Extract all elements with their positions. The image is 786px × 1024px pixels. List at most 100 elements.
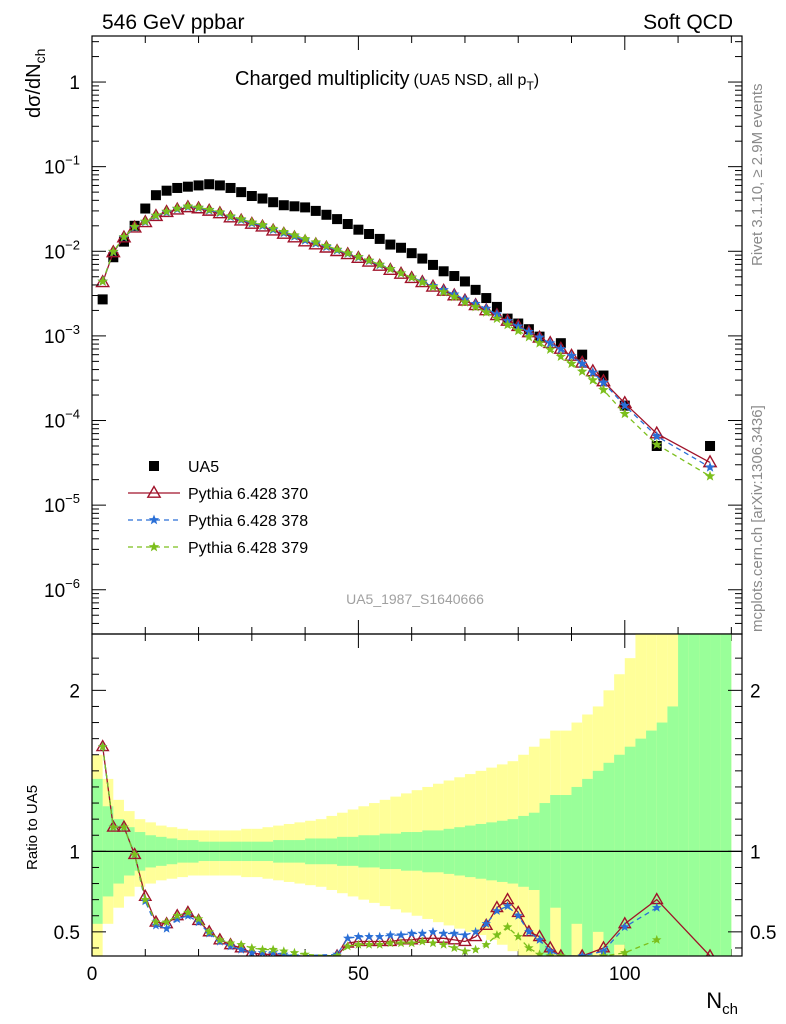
data-point [587,374,599,385]
y-axis-label-text: dσ/dN [23,63,45,118]
data-point [396,242,407,253]
data-point [332,214,343,225]
data-point [555,351,567,361]
ratio-point [129,849,140,859]
ratio-point [406,938,417,948]
series-line [102,206,711,468]
green-band-bin [646,730,657,956]
ratio-frame [91,633,743,957]
data-point [587,366,599,377]
ratio-point [343,941,353,951]
ratio-point [364,939,374,949]
data-point [140,216,151,226]
y-tick-label: 10−6 [44,576,80,602]
ratio-point [353,939,364,949]
green-band-bin [614,754,625,945]
ratio-point [385,938,396,948]
legend-marker [148,541,160,552]
data-point [172,203,183,213]
data-point [438,286,449,297]
ratio-y-tick-label-right: 1 [750,842,761,863]
data-point [598,384,609,395]
ratio-point [524,926,534,936]
green-band-bin [667,706,679,956]
legend-marker [149,461,159,471]
ratio-point [481,918,491,928]
data-point [214,206,226,217]
data-point [310,205,321,216]
x-axis-label: Nch [706,988,738,1018]
legend-label: Pythia 6.428 379 [188,540,308,557]
ratio-point [620,947,630,956]
legend-entry: Pythia 6.428 378 [128,513,308,530]
x-tick-label: 0 [87,964,98,985]
green-band-bin [582,778,593,956]
data-point [427,259,438,270]
green-band-bin [710,634,721,956]
data-point [97,275,108,286]
main-panel: 10−6 10−5 10−4 10−3 10−2 10−1 1 [44,35,743,956]
ratio-point [545,951,555,956]
data-point [481,306,492,317]
side-text-top: Rivet 3.1.10, ≥ 2.9M events [749,84,766,267]
green-band-bin [560,795,572,956]
data-point [204,204,215,215]
ratio-point [449,928,460,938]
ratio-point [172,914,182,923]
series-ua5 [97,179,716,451]
data-point [225,210,236,221]
header-left: 546 GeV ppbar [102,11,244,34]
series-pythia-6.428-370 [95,199,718,468]
ratio-point [385,930,396,940]
ratio-point [247,943,257,952]
ratio-point [396,930,406,940]
side-text-bottom: mcplots.cern.ch [arXiv:1306.3436] [749,405,766,632]
ratio-point [236,939,246,949]
data-point [172,182,183,193]
data-point [331,244,343,254]
green-band-bin [720,634,732,956]
ratio-point [193,914,204,923]
data-point [619,400,630,411]
ratio-panel: 0 50 100 0.5 0.5 1 1 2 2 [54,633,776,985]
ratio-point [279,946,289,956]
ratio-y-tick-label: 0.5 [54,923,80,944]
series-line [102,205,711,477]
x-tick-label: 50 [348,964,369,985]
ratio-point [234,940,249,953]
data-point [150,210,162,220]
ratio-point [652,934,662,944]
ratio-point [191,913,206,926]
ratio-series-pythia-6.428-379 [97,741,662,956]
data-point [364,229,375,240]
ratio-point [470,926,481,936]
legend-marker [148,514,160,525]
chart-subtitle-sub: T [526,79,534,93]
ratio-point [374,939,385,949]
green-band-bin [539,803,551,956]
series-pythia-6.428-379 [97,200,716,481]
ratio-point [470,944,481,954]
data-point [321,240,332,251]
ratio-y-tick-label-right: 0.5 [750,923,776,944]
ratio-point [151,920,161,930]
data-point [278,226,289,237]
green-band-bin [571,786,583,924]
ratio-point [428,926,438,936]
x-tick-label: 100 [609,964,641,985]
ratio-point [108,822,119,832]
data-point [182,200,194,211]
y-tick-label: 1 [69,73,80,94]
data-point [468,297,483,311]
data-point [576,358,588,369]
data-point [204,179,215,190]
ratio-point [161,923,172,933]
ratio-point [151,917,161,927]
data-point [235,213,247,224]
data-point [118,231,130,242]
ratio-point [204,926,214,936]
ratio-point [438,928,449,938]
ratio-point [353,931,364,941]
series-pythia-6.428-378 [97,201,716,472]
